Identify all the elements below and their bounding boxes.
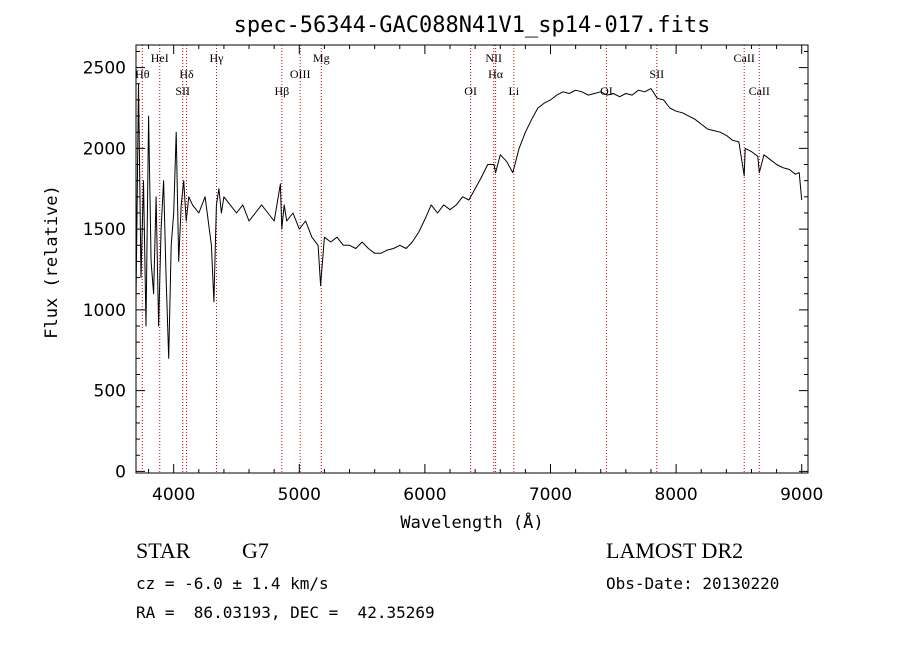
spectral-line-label: SII <box>175 84 190 98</box>
spectrum-layer <box>135 83 803 359</box>
object-class: STAR <box>136 538 191 563</box>
y-tick-label: 2500 <box>83 59 126 79</box>
y-axis-label: Flux (relative) <box>42 185 62 339</box>
axis-ticks-layer: 4000 5000 6000 7000 8000 9000 0 500 1000 1500 2000… <box>83 45 823 505</box>
y-tick-label: 0 <box>115 462 126 482</box>
spectral-line-label: NII <box>485 51 502 65</box>
x-tick-label: 4000 <box>152 485 195 505</box>
y-tick-label: 1000 <box>83 301 126 321</box>
spectral-line-label: Li <box>508 84 519 98</box>
y-tick-label: 2000 <box>83 139 126 159</box>
spectral-line-label: Hβ <box>274 84 289 98</box>
spectral-line-label: Hθ <box>135 67 150 81</box>
x-axis-label: Wavelength (Å) <box>400 511 543 533</box>
spectral-line-label: CaII <box>734 51 755 65</box>
spectral-line-label: Mg <box>313 51 330 65</box>
x-tick-label: 7000 <box>529 485 572 505</box>
spectral-line-label: OI <box>464 84 477 98</box>
spectral-line-label: OI <box>600 84 613 98</box>
x-tick-label: 6000 <box>403 485 446 505</box>
redshift-value: cz = -6.0 ± 1.4 km/s <box>136 574 329 593</box>
x-tick-label: 5000 <box>278 485 321 505</box>
x-tick-label: 8000 <box>654 485 697 505</box>
spectral-line-label: Hγ <box>210 51 225 65</box>
spectral-line-label: CaII <box>749 84 770 98</box>
x-tick-label: 9000 <box>780 485 823 505</box>
plot-frame <box>135 44 809 474</box>
observation-date: Obs-Date: 20130220 <box>606 574 780 593</box>
spectral-line-label: Hδ <box>179 67 194 81</box>
survey-name: LAMOST DR2 <box>606 538 744 563</box>
spectral-line-label: Hα <box>488 67 504 81</box>
spectral-line-label: HeI <box>151 51 169 65</box>
spectral-line-label: OIII <box>290 67 311 81</box>
y-tick-label: 500 <box>94 382 126 402</box>
coordinates: RA = 86.03193, DEC = 42.35269 <box>136 603 435 622</box>
spectrum-line <box>135 83 803 359</box>
spectral-line-label: SII <box>649 67 664 81</box>
chart-title: spec-56344-GAC088N41V1_sp14-017.fits <box>234 13 711 38</box>
object-subclass: G7 <box>242 538 269 563</box>
y-tick-label: 1500 <box>83 220 126 240</box>
